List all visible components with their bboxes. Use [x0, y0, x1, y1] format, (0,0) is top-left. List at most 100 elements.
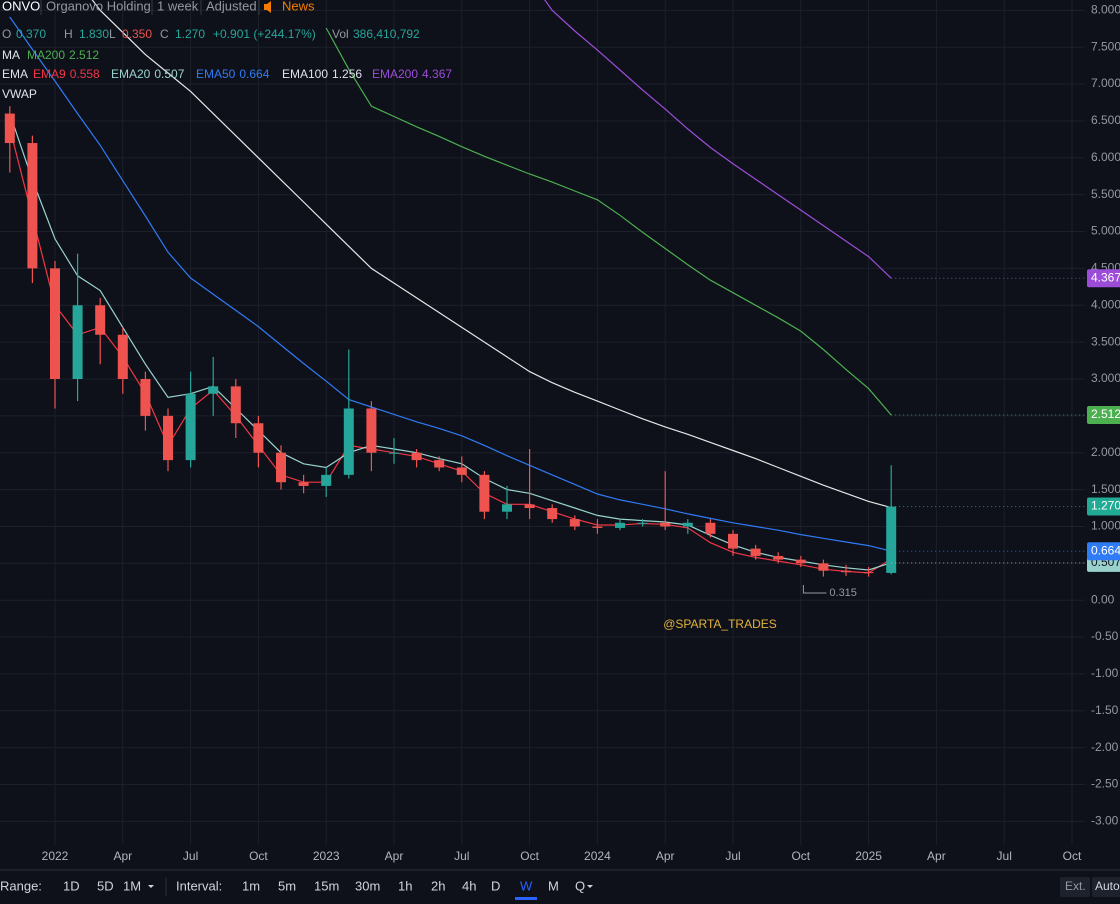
range-button[interactable]: 1D [63, 878, 80, 893]
y-tick-label: 3.000 [1091, 371, 1120, 385]
low-marker-arrow [802, 584, 827, 594]
y-tick-label: 6.000 [1091, 150, 1120, 164]
volume-label: Vol [332, 27, 349, 41]
y-tick-label: 7.000 [1091, 76, 1120, 90]
candle-body [4, 113, 15, 144]
x-tick-label: Apr [656, 849, 675, 863]
candle-body [27, 143, 38, 269]
news[interactable]: News [282, 0, 315, 13]
x-tick-label: Apr [385, 849, 404, 863]
range-button[interactable]: 5D [97, 878, 114, 893]
x-tick-label: Jul [454, 849, 469, 863]
candle-body [366, 408, 377, 453]
news-icon [264, 1, 271, 13]
auto-button[interactable]: Auto [1095, 879, 1120, 893]
interval-button[interactable]: W [520, 878, 533, 893]
selected-underline [515, 897, 537, 900]
candle-body [728, 533, 738, 549]
ma-line [91, 0, 892, 509]
x-tick-label: Apr [113, 849, 132, 863]
y-tick-label: 1.500 [1091, 482, 1120, 496]
candle-body [208, 386, 219, 394]
y-tick-label: 6.500 [1091, 113, 1120, 127]
high-value: 1.830 [79, 27, 109, 41]
legend-value: 4.367 [422, 67, 452, 81]
price-tag-label: 2.512 [1091, 407, 1120, 421]
candle-body [230, 386, 241, 424]
interval: 1 week [157, 0, 199, 13]
interval-button[interactable]: 4h [462, 878, 476, 893]
x-tick-label: Jul [183, 849, 198, 863]
watermark: @SPARTA_TRADES [663, 617, 777, 631]
price-tag [1087, 405, 1120, 424]
candle-body [163, 415, 173, 461]
ema-label: EMA [2, 67, 28, 81]
legend-value: 2.512 [69, 48, 99, 62]
x-tick-label: Oct [791, 849, 810, 863]
y-tick-label: 7.500 [1091, 39, 1120, 53]
candle-body [615, 522, 625, 528]
price-tag [1087, 542, 1120, 561]
candle-body [72, 305, 83, 379]
legend-name: EMA9 [33, 67, 66, 81]
candle-body [795, 559, 806, 564]
ext-box [1060, 877, 1090, 897]
range-button[interactable]: 1M [123, 878, 141, 893]
ma-label: MA [2, 48, 20, 62]
price-tag [1087, 497, 1120, 516]
dropdown-caret [148, 885, 154, 888]
candle-body [298, 482, 309, 486]
candle-body [502, 504, 512, 512]
interval-button[interactable]: 15m [314, 878, 339, 893]
auto-box [1092, 877, 1120, 897]
x-tick-label: 2023 [313, 849, 340, 863]
candle-body [389, 452, 399, 454]
interval-button[interactable]: 2h [431, 878, 445, 893]
interval-button[interactable]: 1m [242, 878, 260, 893]
legend-name: EMA20 [111, 67, 151, 81]
low-label: L [109, 27, 116, 41]
adjustment: Adjusted [206, 0, 257, 13]
change: +0.901 (+244.17%) [213, 27, 316, 41]
x-tick-label: Jul [997, 849, 1012, 863]
toolbar [0, 870, 1120, 904]
price-tag [1087, 269, 1120, 288]
volume-value: 386,410,792 [353, 27, 420, 41]
candle-body [95, 305, 106, 335]
x-tick-label: Jul [725, 849, 740, 863]
close-value: 1.270 [175, 27, 205, 41]
interval-button[interactable]: D [491, 878, 500, 893]
legend-name: MA200 [27, 48, 65, 62]
close-label: C [160, 27, 169, 41]
candle-body [637, 522, 648, 524]
vwap-label: VWAP [2, 87, 37, 101]
interval-button[interactable]: 30m [355, 878, 380, 893]
candle-body [841, 570, 851, 573]
candle-body [818, 563, 829, 571]
x-tick-label: Oct [1063, 849, 1082, 863]
price-tag-label: 0.664 [1091, 543, 1120, 557]
interval-button[interactable]: Q [575, 878, 585, 893]
y-tick-label: -1.00 [1091, 666, 1119, 680]
candle-body [479, 474, 490, 512]
ext-button[interactable]: Ext. [1065, 879, 1086, 893]
y-tick-label: 3.500 [1091, 334, 1120, 348]
candle-body [434, 460, 445, 468]
legend-entry: EMA200 4.367 [372, 67, 452, 81]
interval-button[interactable]: 5m [278, 878, 296, 893]
legend-entry: EMA100 1.256 [282, 67, 362, 81]
candle-body [456, 467, 467, 475]
symbol: ONVO [2, 0, 40, 13]
high-label: H [64, 27, 73, 41]
interval-button[interactable]: M [548, 878, 559, 893]
y-tick-label: 5.000 [1091, 224, 1120, 238]
y-tick-label: -1.50 [1091, 703, 1119, 717]
candle-body [524, 504, 535, 509]
y-tick-label: -0.50 [1091, 629, 1119, 643]
low-value: 0.350 [122, 27, 152, 41]
x-tick-label: Oct [520, 849, 539, 863]
interval-button[interactable]: 1h [398, 878, 412, 893]
price-tag-label: 1.270 [1091, 499, 1120, 513]
y-tick-label: -2.00 [1091, 740, 1119, 754]
